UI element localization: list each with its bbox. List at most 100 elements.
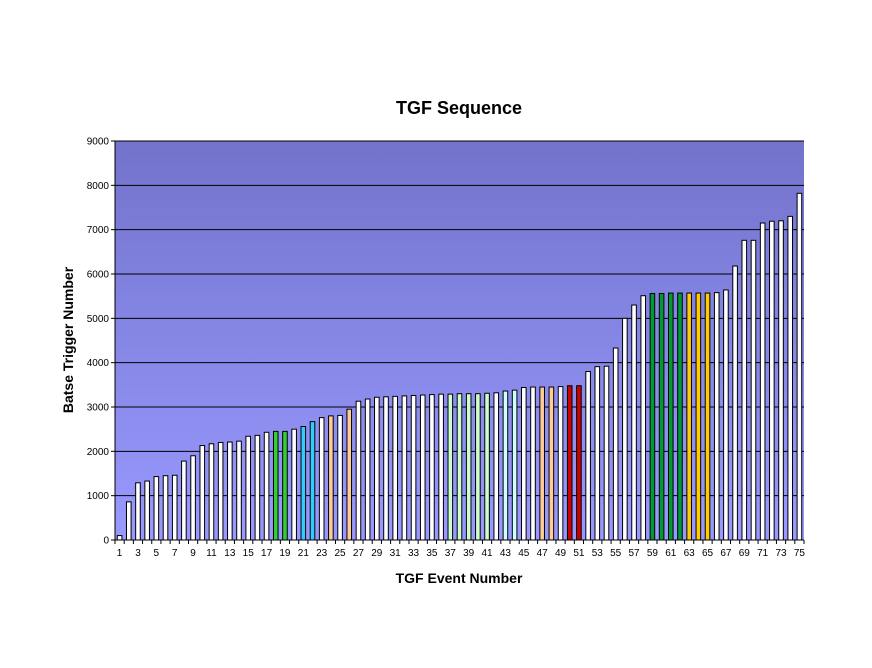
bar-event-59 <box>649 293 656 541</box>
y-tick-label: 7000 <box>87 225 110 236</box>
x-tick-label: 37 <box>445 548 457 559</box>
x-tick-label: 7 <box>172 548 178 559</box>
bar-event-67 <box>723 289 729 541</box>
bar-event-1 <box>116 535 123 541</box>
bar-event-46 <box>530 386 536 541</box>
x-axis-title: TGF Event Number <box>396 570 523 586</box>
bars <box>116 192 803 541</box>
bar-event-69 <box>741 239 748 541</box>
bar-event-10 <box>199 445 206 541</box>
bar-event-34 <box>419 394 426 541</box>
bar-event-74 <box>787 215 794 541</box>
x-tick-label: 17 <box>261 548 273 559</box>
bar-event-51 <box>576 385 582 541</box>
bar-event-31 <box>392 395 398 541</box>
bar-event-54 <box>603 365 610 541</box>
bar-event-66 <box>713 292 720 541</box>
bar-event-3 <box>135 482 141 541</box>
bar-event-55 <box>612 347 619 541</box>
x-tick-label: 15 <box>243 548 255 559</box>
bar-event-44 <box>511 389 518 541</box>
y-tick-label: 3000 <box>87 403 110 414</box>
bar-event-70 <box>750 239 757 541</box>
chart-title: TGF Sequence <box>396 98 522 118</box>
bar-event-2 <box>125 501 132 541</box>
bar-event-5 <box>153 476 160 541</box>
x-tick-label: 23 <box>316 548 328 559</box>
x-tick-label: 69 <box>739 548 751 559</box>
bar-event-9 <box>190 455 196 541</box>
x-tick-label: 59 <box>647 548 659 559</box>
x-tick-label: 3 <box>135 548 141 559</box>
bar-event-38 <box>456 393 463 541</box>
x-tick-label: 27 <box>353 548 365 559</box>
bar-event-20 <box>291 428 297 541</box>
x-tick-label: 51 <box>573 548 585 559</box>
x-tick-label: 9 <box>190 548 196 559</box>
x-tick-label: 13 <box>224 548 236 559</box>
bar-event-75 <box>796 192 803 541</box>
bar-event-11 <box>208 443 215 541</box>
x-tick-label: 47 <box>537 548 549 559</box>
bar-event-43 <box>502 390 509 541</box>
bar-event-16 <box>254 434 261 541</box>
bar-event-71 <box>759 222 766 541</box>
x-tick-label: 43 <box>500 548 512 559</box>
x-tick-label: 63 <box>684 548 696 559</box>
y-tick-label: 2000 <box>87 447 110 458</box>
bar-event-50 <box>566 385 573 541</box>
bar-event-63 <box>686 292 692 541</box>
bar-event-33 <box>410 394 417 541</box>
bar-event-26 <box>346 408 353 541</box>
bar-event-65 <box>704 292 711 541</box>
bar-event-48 <box>548 386 555 541</box>
bar-event-18 <box>272 430 279 541</box>
bar-event-23 <box>318 417 325 541</box>
bar-event-7 <box>171 474 178 541</box>
y-tick-label: 1000 <box>87 491 110 502</box>
x-tick-label: 67 <box>720 548 732 559</box>
bar-event-19 <box>282 430 288 541</box>
bar-event-57 <box>631 304 637 541</box>
x-tick-label: 33 <box>408 548 420 559</box>
x-tick-label: 71 <box>757 548 769 559</box>
x-tick-label: 55 <box>610 548 622 559</box>
x-tick-label: 53 <box>592 548 604 559</box>
x-tick-label: 61 <box>665 548 677 559</box>
x-tick-label: 1 <box>117 548 123 559</box>
y-tick-label: 4000 <box>87 358 110 369</box>
bar-event-15 <box>245 435 252 541</box>
y-axis-title: Batse Trigger Number <box>60 266 76 413</box>
bar-event-53 <box>594 366 601 541</box>
bar-event-45 <box>521 386 527 541</box>
x-tick-label: 57 <box>628 548 640 559</box>
axes <box>114 141 804 541</box>
bar-event-17 <box>263 431 270 541</box>
bar-event-13 <box>227 441 233 541</box>
bar-event-47 <box>539 386 545 541</box>
y-tick-label: 8000 <box>87 181 110 192</box>
bar-event-68 <box>732 265 738 541</box>
bar-event-6 <box>162 475 169 541</box>
bar-event-21 <box>300 426 307 541</box>
x-tick-label: 31 <box>390 548 402 559</box>
x-tick-label: 75 <box>794 548 806 559</box>
x-tick-label: 73 <box>775 548 787 559</box>
x-tick-label: 5 <box>154 548 160 559</box>
bar-event-41 <box>484 392 490 541</box>
bar-event-32 <box>401 395 408 541</box>
x-tick-label: 11 <box>206 548 217 559</box>
bar-event-60 <box>658 293 665 541</box>
bar-event-8 <box>181 460 187 541</box>
bar-event-56 <box>622 317 628 541</box>
bar-event-49 <box>557 386 564 541</box>
bar-event-62 <box>677 292 683 541</box>
y-tick-label: 0 <box>103 536 109 547</box>
x-tick-label: 49 <box>555 548 567 559</box>
bar-event-22 <box>309 421 316 541</box>
bar-event-40 <box>475 393 481 541</box>
bar-event-27 <box>355 400 362 541</box>
bar-event-29 <box>374 396 380 541</box>
x-tick-label: 45 <box>518 548 530 559</box>
